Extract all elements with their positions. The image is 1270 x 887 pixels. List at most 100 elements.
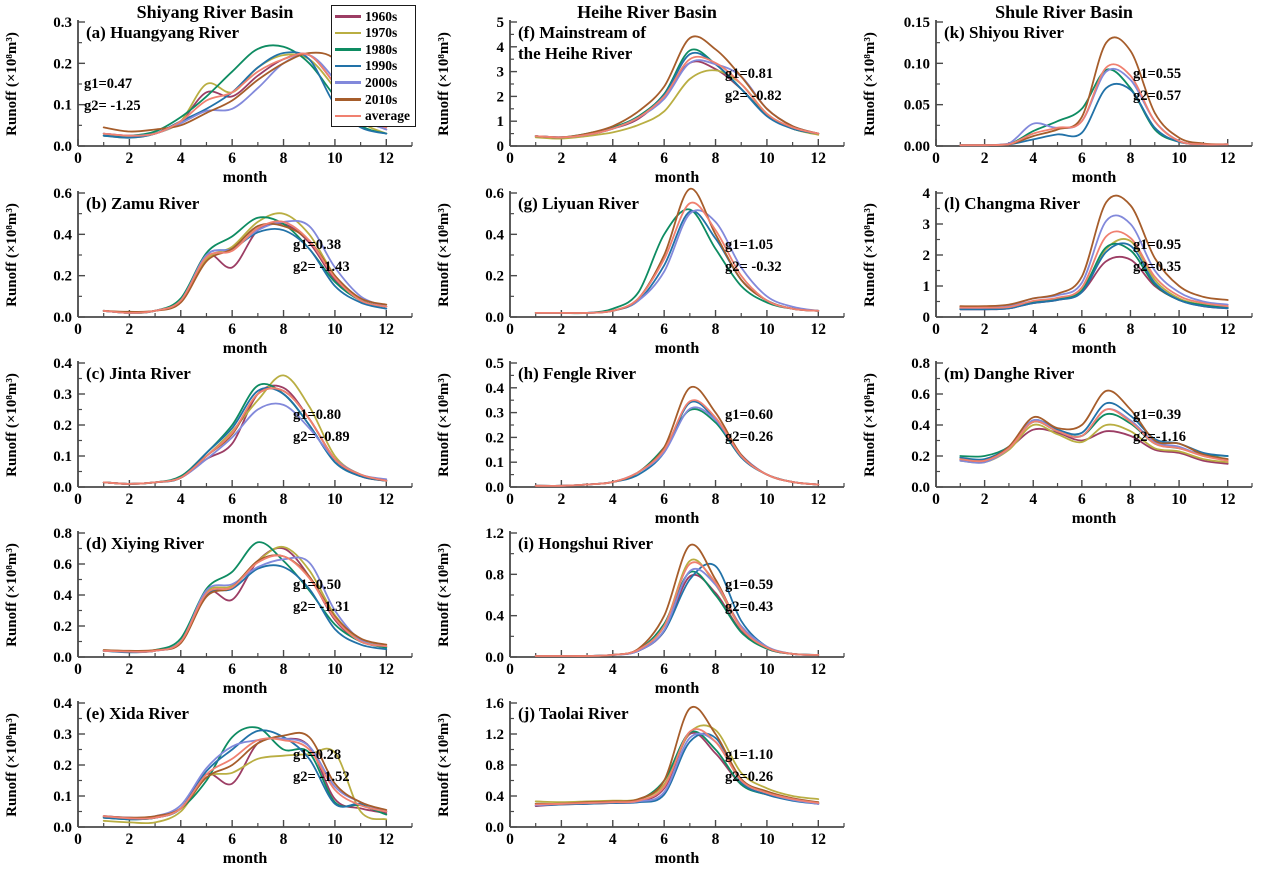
y-tick-label: 0.6 (53, 186, 72, 202)
panel-e: 0 2 4 6 8 10 12 0.0 0.1 0.2 0.3 0.4 month Runoff (×10… (0, 695, 430, 867)
x-tick-label: 12 (379, 491, 395, 508)
x-axis-title: month (223, 169, 268, 186)
legend-entry-2010s: 2010s (335, 91, 410, 108)
x-tick-label: 6 (228, 831, 236, 848)
series-1980s-line (102, 541, 388, 653)
x-tick-label: 8 (280, 150, 288, 167)
y-tick-label: 0.8 (53, 526, 72, 542)
g2-label: g2= -1.31 (293, 599, 350, 615)
x-tick-label: 8 (1127, 321, 1135, 338)
x-tick-label: 2 (126, 150, 134, 167)
g2-label: g2=-1.16 (1133, 429, 1186, 445)
panel-title: (m) Danghe River (944, 364, 1075, 383)
y-tick-label: 1.2 (485, 526, 504, 542)
x-tick-label: 10 (759, 831, 775, 848)
legend-entry-1970s: 1970s (335, 25, 410, 42)
x-tick-label: 6 (1078, 150, 1086, 167)
x-tick-label: 2 (126, 661, 134, 678)
y-tick-label: 0.0 (485, 820, 504, 836)
y-tick-label: 2 (497, 89, 505, 105)
y-tick-label: 0.3 (53, 727, 72, 743)
x-tick-label: 12 (379, 150, 395, 167)
x-tick-label: 2 (126, 321, 134, 338)
series-2010s-line (102, 731, 388, 819)
y-tick-label: 0.3 (485, 406, 504, 422)
panel-title: (g) Liyuan River (518, 194, 639, 213)
legend-label: 2010s (365, 91, 398, 107)
x-tick-label: 4 (177, 150, 185, 167)
y-tick-label: 0.3 (53, 15, 72, 31)
panel-title: (f) Mainstream of (518, 23, 646, 42)
y-tick-label: 0.2 (53, 619, 72, 635)
x-tick-label: 12 (379, 831, 395, 848)
y-tick-label: 0.4 (53, 588, 72, 604)
y-tick-label: 0.00 (904, 139, 930, 155)
y-tick-label: 0.2 (911, 449, 930, 465)
y-tick-label: 0.0 (485, 480, 504, 496)
g1-label: g1=0.95 (1133, 237, 1181, 253)
x-tick-label: 8 (712, 661, 720, 678)
g2-label: g2=0.26 (725, 769, 773, 785)
series-average-line (102, 220, 388, 314)
legend-entry-average: average (335, 108, 410, 125)
panel-i: 0 2 4 6 8 10 12 0.0 0.4 0.8 1.2 month Runoff (×10⁸m³… (432, 525, 862, 697)
g1-label: g1=0.59 (725, 577, 773, 593)
g2-label: g2= -1.43 (293, 259, 350, 275)
y-tick-label: 0.0 (485, 650, 504, 666)
panel-title: (h) Fengle River (518, 364, 636, 383)
g1-label: g1=0.81 (725, 66, 773, 82)
series-average-line (534, 399, 820, 487)
g2-label: g2= -1.52 (293, 769, 350, 785)
x-axis-title: month (223, 850, 268, 867)
g1-label: g1=0.28 (293, 747, 341, 763)
y-tick-label: 0.6 (53, 557, 72, 573)
panel-title: (b) Zamu River (86, 194, 200, 213)
x-tick-label: 6 (228, 150, 236, 167)
panel-title: (l) Changma River (944, 194, 1080, 213)
y-tick-label: 0.2 (485, 430, 504, 446)
x-tick-label: 6 (660, 661, 668, 678)
x-tick-label: 12 (811, 321, 827, 338)
chart-g: 0 2 4 6 8 10 12 0.0 0.2 0.4 0.6 month Runoff (×10⁸m³… (436, 186, 845, 357)
g2-label: g2= -1.25 (84, 98, 141, 114)
series-1960s-line (534, 573, 820, 657)
x-axis-title: month (655, 850, 700, 867)
x-tick-label: 10 (327, 321, 343, 338)
legend-label: 1970s (365, 25, 398, 41)
legend-label: average (365, 108, 410, 124)
x-tick-label: 0 (74, 661, 82, 678)
y-tick-label: 0 (923, 310, 931, 326)
x-tick-label: 6 (660, 150, 668, 167)
panel-l: 0 2 4 6 8 10 12 0 1 2 3 4 month Runoff (×10⁸m³) (l) Ch… (858, 185, 1270, 357)
x-tick-label: 10 (759, 321, 775, 338)
x-axis-title: month (1072, 510, 1117, 527)
y-tick-label: 0.0 (53, 820, 72, 836)
x-axis-title: month (655, 680, 700, 697)
x-axis-title: month (223, 680, 268, 697)
y-tick-label: 0.4 (485, 609, 504, 625)
basin-title-shiyang: Shiyang River Basin (136, 2, 294, 22)
y-axis-title: Runoff (×10⁸m³) (862, 203, 878, 307)
legend-label: 1980s (365, 41, 398, 57)
x-tick-label: 8 (1127, 491, 1135, 508)
chart-c: 0 2 4 6 8 10 12 0.0 0.1 0.2 0.3 0.4 month Runoff (×10… (4, 356, 413, 527)
series-average-line (102, 554, 388, 653)
x-tick-label: 2 (558, 321, 566, 338)
panel-title: (d) Xiying River (86, 534, 205, 553)
y-tick-label: 0.05 (904, 98, 930, 114)
series-2000s-line (534, 406, 820, 487)
x-tick-label: 4 (609, 491, 617, 508)
x-tick-label: 8 (280, 831, 288, 848)
legend-entry-2000s: 2000s (335, 74, 410, 91)
y-tick-label: 3 (497, 65, 505, 81)
x-tick-label: 0 (932, 491, 940, 508)
y-axis-title: Runoff (×10⁸m³) (862, 373, 878, 477)
x-tick-label: 8 (712, 831, 720, 848)
g1-label: g1=0.47 (84, 76, 132, 92)
g1-label: g1=0.39 (1133, 407, 1181, 423)
x-axis-title: month (1072, 169, 1117, 186)
x-tick-label: 8 (712, 321, 720, 338)
y-tick-label: 0 (497, 139, 505, 155)
y-axis-title: Runoff (×10⁸m³) (436, 203, 452, 307)
panel-title: (i) Hongshui River (518, 534, 654, 553)
